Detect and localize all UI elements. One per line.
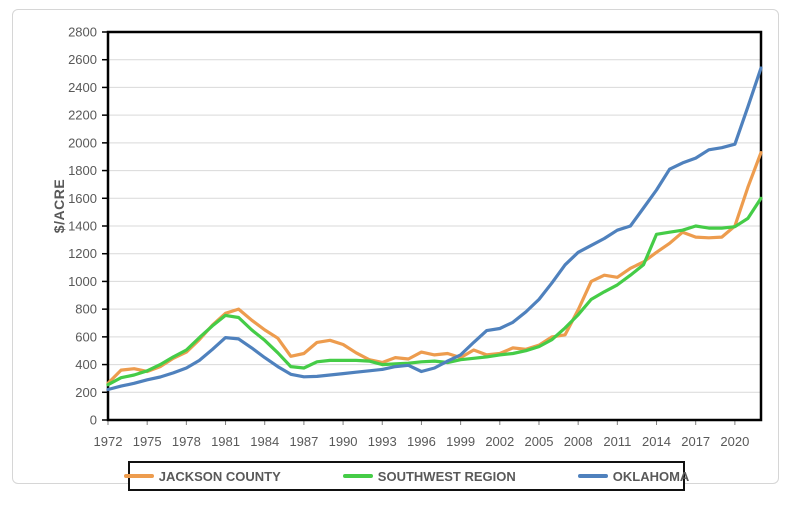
y-axis-ticks: 0 200 400 600 800 1000 1200 1400 1600 1800 2000 220… — [68, 25, 108, 428]
series-line-southwest-region — [106, 196, 763, 387]
y-tick-label: 400 — [75, 357, 97, 372]
series-line-jackson-county — [106, 151, 763, 385]
x-tick-label: 1999 — [446, 434, 475, 449]
y-tick-label: 2000 — [68, 135, 97, 150]
y-tick-label: 1200 — [68, 246, 97, 261]
y-tick-label: 0 — [90, 413, 97, 428]
x-tick-label: 1972 — [94, 434, 123, 449]
legend-label: JACKSON COUNTY — [158, 468, 281, 484]
chart-figure: 0 200 400 600 800 1000 1200 1400 1600 1800 2000 220… — [12, 9, 779, 491]
x-tick-label: 2008 — [564, 434, 593, 449]
legend-line-swatch-green — [342, 474, 373, 478]
y-tick-label: 2200 — [68, 108, 97, 123]
y-tick-label: 2600 — [68, 52, 97, 67]
x-tick-label: 2020 — [720, 434, 749, 449]
legend-line-swatch-blue — [577, 474, 608, 478]
legend-label: OKLAHOMA — [612, 468, 690, 484]
x-tick-label: 1990 — [329, 434, 358, 449]
y-tick-label: 2800 — [68, 25, 97, 40]
x-tick-label: 1975 — [133, 434, 162, 449]
y-tick-label: 2400 — [68, 80, 97, 95]
x-tick-label: 2011 — [603, 434, 631, 449]
legend-item-southwest-region: SOUTHWEST REGION — [342, 468, 516, 484]
y-tick-label: 1400 — [68, 219, 97, 234]
y-tick-label: 1600 — [68, 191, 97, 206]
x-tick-label: 1984 — [250, 434, 279, 449]
x-tick-label: 1978 — [172, 434, 201, 449]
y-tick-label: 600 — [75, 329, 97, 344]
y-tick-label: 1800 — [68, 163, 97, 178]
line-chart-plot: 0 200 400 600 800 1000 1200 1400 1600 1800 2000 220… — [68, 25, 763, 449]
legend-item-jackson-county: JACKSON COUNTY — [123, 468, 281, 484]
x-axis-ticks: 1972 1975 1978 1981 1984 1987 1990 1993 1996 1999… — [94, 420, 749, 449]
chart-legend: JACKSON COUNTY SOUTHWEST REGION OKLAHOMA — [123, 461, 689, 491]
x-tick-label: 2002 — [485, 434, 514, 449]
x-tick-label: 1981 — [211, 434, 240, 449]
y-tick-label: 800 — [75, 302, 97, 317]
legend-item-oklahoma: OKLAHOMA — [577, 468, 690, 484]
x-tick-label: 2014 — [642, 434, 671, 449]
series-line-oklahoma — [106, 66, 763, 392]
gridlines — [108, 59, 761, 393]
x-tick-label: 1993 — [368, 434, 397, 449]
y-tick-label: 200 — [75, 385, 97, 400]
legend-line-swatch-orange — [123, 474, 154, 478]
x-tick-label: 2005 — [525, 434, 554, 449]
x-tick-label: 1987 — [289, 434, 318, 449]
x-tick-label: 1996 — [407, 434, 436, 449]
plot-area-border — [106, 30, 763, 422]
x-tick-label: 2017 — [681, 434, 710, 449]
y-tick-label: 1000 — [68, 274, 97, 289]
legend-label: SOUTHWEST REGION — [377, 468, 516, 484]
y-axis-title: $/ACRE — [51, 178, 67, 234]
